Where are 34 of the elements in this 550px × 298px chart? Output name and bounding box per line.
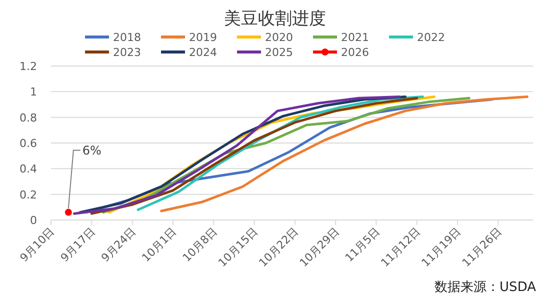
- legend-item: 2024: [161, 46, 217, 59]
- legend-label: 2020: [265, 31, 293, 44]
- y-tick-label: 1.2: [20, 60, 37, 73]
- y-tick-label: 0.6: [20, 137, 37, 150]
- legend-label: 2018: [113, 31, 141, 44]
- legend-label: 2021: [341, 31, 369, 44]
- y-tick-label: 0: [30, 214, 37, 227]
- legend-item: 2023: [85, 46, 141, 59]
- legend-label: 2022: [417, 31, 445, 44]
- legend-item: 2022: [389, 31, 445, 44]
- legend-item: 2026: [313, 46, 369, 59]
- legend-item: 2020: [237, 31, 293, 44]
- legend-item: 2019: [161, 31, 217, 44]
- legend-item: 2025: [237, 46, 293, 59]
- legend-label: 2023: [113, 46, 141, 59]
- title: 美豆收割进度: [224, 9, 326, 29]
- legend-label: 2019: [189, 31, 217, 44]
- source-note: 数据来源：USDA: [434, 280, 536, 295]
- legend-label: 2025: [265, 46, 293, 59]
- legend-item: 2018: [85, 31, 141, 44]
- legend-item: 2021: [313, 31, 369, 44]
- x-tick-label: 10月1日: [139, 224, 180, 265]
- y-tick-label: 0.2: [20, 188, 37, 202]
- x-tick-label: 10月29日: [297, 224, 342, 270]
- y-tick-label: 0.8: [20, 111, 37, 124]
- legend-label: 2024: [189, 46, 217, 59]
- x-tick-label: 9月10日: [18, 224, 58, 265]
- x-tick-label: 11月26日: [460, 224, 504, 270]
- y-tick-label: 1: [30, 86, 37, 99]
- annotation: 6%: [82, 143, 102, 158]
- x-tick-label: 9月17日: [58, 224, 98, 265]
- legend-label: 2026: [341, 46, 369, 59]
- y-tick-label: 0.4: [20, 162, 37, 176]
- x-tick-label: 9月24日: [98, 224, 138, 265]
